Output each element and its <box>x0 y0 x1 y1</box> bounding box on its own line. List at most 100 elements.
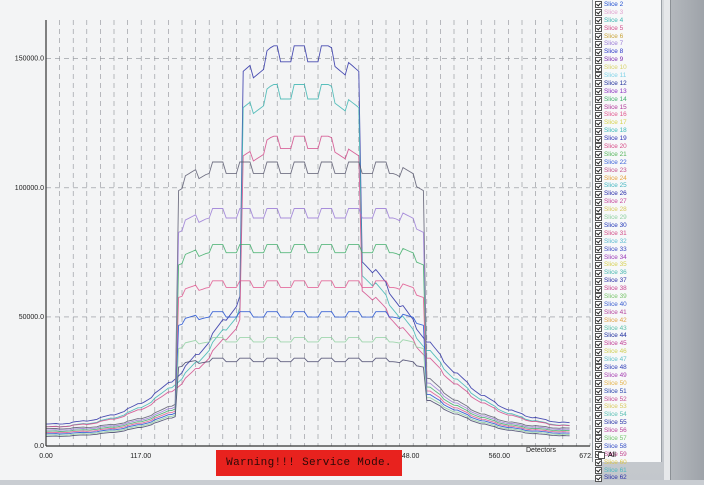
legend-item[interactable]: Slice 34 <box>593 254 661 262</box>
legend-checkbox[interactable] <box>595 33 602 40</box>
legend-item[interactable]: Slice 23 <box>593 167 661 175</box>
legend-checkbox[interactable] <box>595 253 602 261</box>
legend-item[interactable]: Slice 11 <box>593 72 661 80</box>
legend-item[interactable]: Slice 26 <box>593 190 661 198</box>
legend-item[interactable]: Slice 50 <box>593 380 661 388</box>
legend-item[interactable]: Slice 61 <box>593 467 661 475</box>
legend-item[interactable]: Slice 9 <box>593 56 661 64</box>
legend-checkbox[interactable] <box>595 48 602 56</box>
legend-checkbox[interactable] <box>595 269 602 277</box>
legend-checkbox[interactable] <box>595 40 602 48</box>
legend-checkbox[interactable] <box>595 293 602 301</box>
legend-item[interactable]: Slice 10 <box>593 64 661 72</box>
legend-item[interactable]: Slice 48 <box>593 364 661 372</box>
legend-item[interactable]: Slice 24 <box>593 175 661 183</box>
legend-checkbox[interactable] <box>595 127 602 135</box>
legend-item[interactable]: Slice 39 <box>593 293 661 301</box>
legend-item[interactable]: Slice 62 <box>593 474 661 482</box>
legend-item[interactable]: Slice 30 <box>593 222 661 230</box>
legend-item[interactable]: Slice 5 <box>593 25 661 33</box>
legend-item[interactable]: Slice 41 <box>593 309 661 317</box>
legend-checkbox[interactable] <box>595 317 602 325</box>
legend-item[interactable]: Slice 7 <box>593 40 661 48</box>
legend-checkbox[interactable] <box>595 9 602 17</box>
legend-item[interactable]: Slice 35 <box>593 261 661 269</box>
legend-checkbox[interactable] <box>595 356 602 364</box>
legend-checkbox[interactable] <box>595 380 602 388</box>
legend-checkbox[interactable] <box>595 96 602 104</box>
legend-item[interactable]: Slice 4 <box>593 17 661 25</box>
legend-checkbox[interactable] <box>595 388 602 396</box>
legend-item[interactable]: Slice 6 <box>593 33 661 41</box>
legend-item[interactable]: Slice 53 <box>593 403 661 411</box>
legend-item[interactable]: Slice 45 <box>593 340 661 348</box>
legend-item[interactable]: Slice 32 <box>593 238 661 246</box>
legend-item[interactable]: Slice 57 <box>593 435 661 443</box>
legend-item[interactable]: Slice 18 <box>593 127 661 135</box>
legend-checkbox[interactable] <box>595 466 602 474</box>
legend-item[interactable]: Slice 16 <box>593 111 661 119</box>
legend-checkbox[interactable] <box>595 135 602 143</box>
legend-checkbox[interactable] <box>595 119 602 127</box>
legend-item[interactable]: Slice 8 <box>593 48 661 56</box>
legend-item[interactable]: Slice 31 <box>593 230 661 238</box>
legend-checkbox[interactable] <box>595 214 602 222</box>
legend-item[interactable]: Slice 25 <box>593 182 661 190</box>
legend-item[interactable]: Slice 19 <box>593 135 661 143</box>
legend-checkbox[interactable] <box>595 403 602 411</box>
legend-item[interactable]: Slice 2 <box>593 1 661 9</box>
legend-checkbox[interactable] <box>595 301 602 309</box>
legend-checkbox[interactable] <box>595 246 602 254</box>
legend-item[interactable]: Slice 44 <box>593 332 661 340</box>
legend-checkbox[interactable] <box>595 285 602 293</box>
legend-item[interactable]: Slice 20 <box>593 143 661 151</box>
legend-item[interactable]: Slice 42 <box>593 317 661 325</box>
legend-item[interactable]: Slice 54 <box>593 411 661 419</box>
legend-item[interactable]: Slice 49 <box>593 372 661 380</box>
legend-checkbox[interactable] <box>595 17 602 25</box>
legend-item[interactable]: Slice 43 <box>593 325 661 333</box>
all-checkbox[interactable] <box>598 452 605 459</box>
legend-checkbox[interactable] <box>595 1 602 9</box>
legend-checkbox[interactable] <box>595 474 602 482</box>
legend-checkbox[interactable] <box>595 167 602 175</box>
legend-checkbox[interactable] <box>595 459 602 467</box>
legend-checkbox[interactable] <box>595 151 602 159</box>
legend-checkbox[interactable] <box>595 427 602 435</box>
legend-checkbox[interactable] <box>595 206 602 214</box>
legend-item[interactable]: Slice 40 <box>593 301 661 309</box>
legend-checkbox[interactable] <box>595 309 602 317</box>
legend-item[interactable]: Slice 47 <box>593 356 661 364</box>
legend-item[interactable]: Slice 3 <box>593 9 661 17</box>
legend-checkbox[interactable] <box>595 104 602 112</box>
legend-checkbox[interactable] <box>595 435 602 443</box>
legend-item[interactable]: Slice 38 <box>593 285 661 293</box>
legend-item[interactable]: Slice 15 <box>593 104 661 112</box>
legend-checkbox[interactable] <box>595 277 602 285</box>
legend-checkbox[interactable] <box>595 395 602 403</box>
legend-checkbox[interactable] <box>595 64 602 72</box>
legend-checkbox[interactable] <box>595 324 602 332</box>
legend-checkbox[interactable] <box>595 159 602 167</box>
legend-checkbox[interactable] <box>595 340 602 348</box>
legend-item[interactable]: Slice 28 <box>593 206 661 214</box>
legend-checkbox[interactable] <box>595 364 602 372</box>
legend-checkbox[interactable] <box>595 411 602 419</box>
legend-item[interactable]: Slice 37 <box>593 277 661 285</box>
legend-checkbox[interactable] <box>595 80 602 88</box>
legend-item[interactable]: Slice 58 <box>593 443 661 451</box>
legend-item[interactable]: Slice 55 <box>593 419 661 427</box>
legend-checkbox[interactable] <box>595 372 602 380</box>
legend-checkbox[interactable] <box>595 182 602 190</box>
legend-item[interactable]: Slice 33 <box>593 246 661 254</box>
legend-checkbox[interactable] <box>595 111 602 119</box>
legend-checkbox[interactable] <box>595 238 602 246</box>
legend-item[interactable]: Slice 12 <box>593 80 661 88</box>
legend-item[interactable]: Slice 27 <box>593 198 661 206</box>
legend-checkbox[interactable] <box>595 332 602 340</box>
legend-checkbox[interactable] <box>595 198 602 206</box>
legend-checkbox[interactable] <box>595 261 602 269</box>
legend-checkbox[interactable] <box>595 230 602 238</box>
legend-item[interactable]: Slice 60 <box>593 459 661 467</box>
legend-item[interactable]: Slice 14 <box>593 96 661 104</box>
